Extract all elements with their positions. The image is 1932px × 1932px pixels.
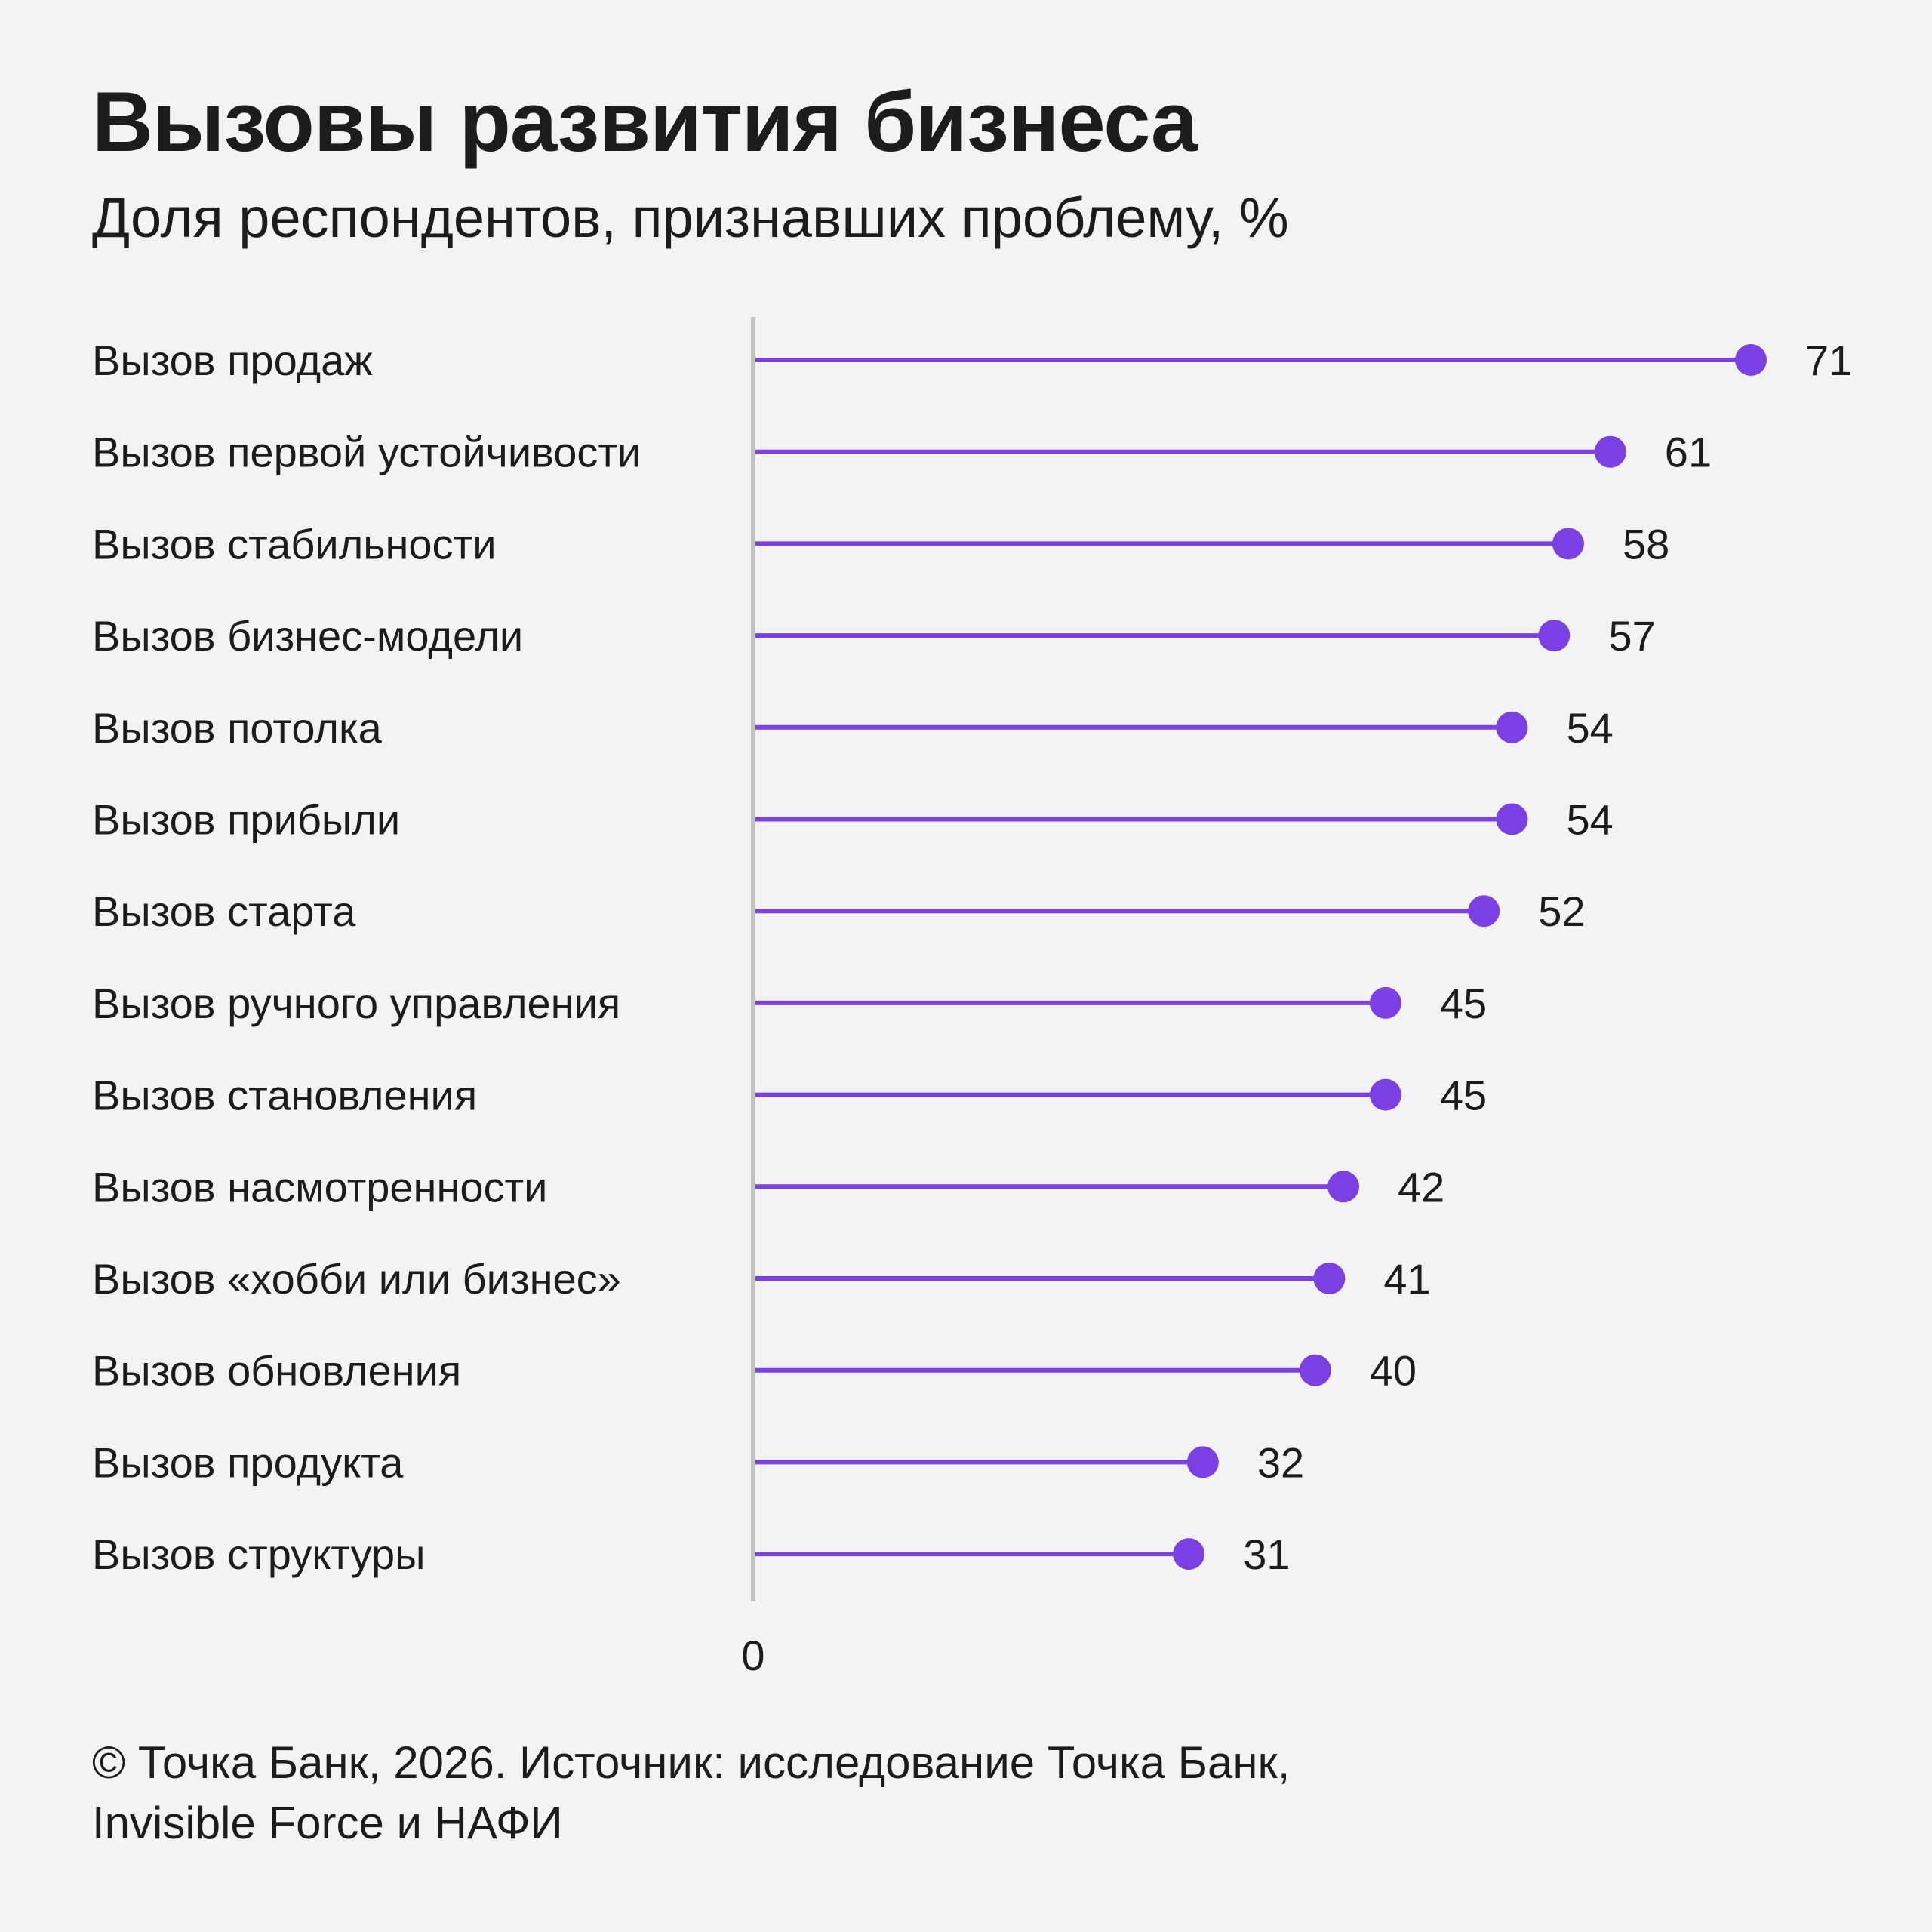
- marker: [1173, 1538, 1205, 1571]
- marker: [1468, 895, 1500, 928]
- value-label: 54: [1566, 796, 1613, 844]
- marker: [1313, 1263, 1346, 1294]
- chart-title: Вызовы развития бизнеса: [92, 75, 1198, 169]
- category-label: Вызов стабильности: [92, 520, 496, 568]
- source-note: © Точка Банк, 2026. Источник: исследован…: [92, 1733, 1290, 1854]
- x-tick-label: 0: [741, 1632, 764, 1679]
- value-label: 61: [1665, 429, 1712, 476]
- lollipop-chart: Вызов продаж Вызов первой устойчивости Выз…: [92, 317, 1852, 1679]
- value-label: 58: [1623, 520, 1669, 568]
- category-label: Вызов старта: [92, 888, 356, 935]
- value-label: 45: [1440, 1072, 1487, 1119]
- category-labels: Вызов продаж Вызов первой устойчивости Выз…: [92, 337, 641, 1578]
- value-label: 57: [1608, 612, 1655, 660]
- marker: [1496, 711, 1528, 743]
- source-line-2: Invisible Force и НАФИ: [92, 1798, 563, 1848]
- marker: [1496, 803, 1528, 835]
- category-label: Вызов ручного управления: [92, 980, 620, 1027]
- lollipop-stems: [753, 358, 1751, 1557]
- category-label: Вызов первой устойчивости: [92, 429, 641, 476]
- value-label: 52: [1538, 888, 1585, 935]
- value-label: 32: [1257, 1438, 1304, 1486]
- value-label: 42: [1398, 1163, 1444, 1211]
- marker: [1369, 986, 1401, 1019]
- value-label: 54: [1566, 704, 1613, 752]
- category-label: Вызов обновления: [92, 1347, 461, 1395]
- marker: [1594, 435, 1626, 468]
- source-line-1: © Точка Банк, 2026. Источник: исследован…: [92, 1737, 1291, 1788]
- marker: [1186, 1446, 1219, 1478]
- category-label: Вызов продукта: [92, 1438, 404, 1486]
- category-label: Вызов насмотренности: [92, 1163, 547, 1211]
- value-label: 71: [1805, 337, 1852, 384]
- value-labels: 71 61 58 57 54 54 52 45 45 42 41 40 32 31: [1243, 337, 1852, 1578]
- lollipop-markers: [1173, 344, 1767, 1571]
- chart-subtitle: Доля респондентов, признавших проблему, …: [92, 186, 1289, 249]
- category-label: Вызов прибыли: [92, 796, 400, 844]
- category-label: Вызов потолка: [92, 704, 383, 752]
- marker: [1552, 528, 1584, 560]
- marker: [1327, 1171, 1360, 1203]
- category-label: Вызов структуры: [92, 1531, 425, 1578]
- marker: [1735, 344, 1767, 376]
- marker: [1538, 620, 1571, 652]
- x-tick-labels: 0: [741, 1632, 764, 1679]
- category-label: Вызов продаж: [92, 337, 373, 384]
- category-label: Вызов бизнес-модели: [92, 612, 523, 660]
- category-label: Вызов «хобби или бизнес»: [92, 1255, 621, 1303]
- value-label: 41: [1383, 1255, 1430, 1303]
- category-label: Вызов становления: [92, 1072, 477, 1119]
- value-label: 40: [1370, 1347, 1417, 1395]
- value-label: 31: [1243, 1531, 1290, 1578]
- value-label: 45: [1440, 980, 1487, 1027]
- marker: [1369, 1078, 1401, 1111]
- marker: [1299, 1354, 1331, 1386]
